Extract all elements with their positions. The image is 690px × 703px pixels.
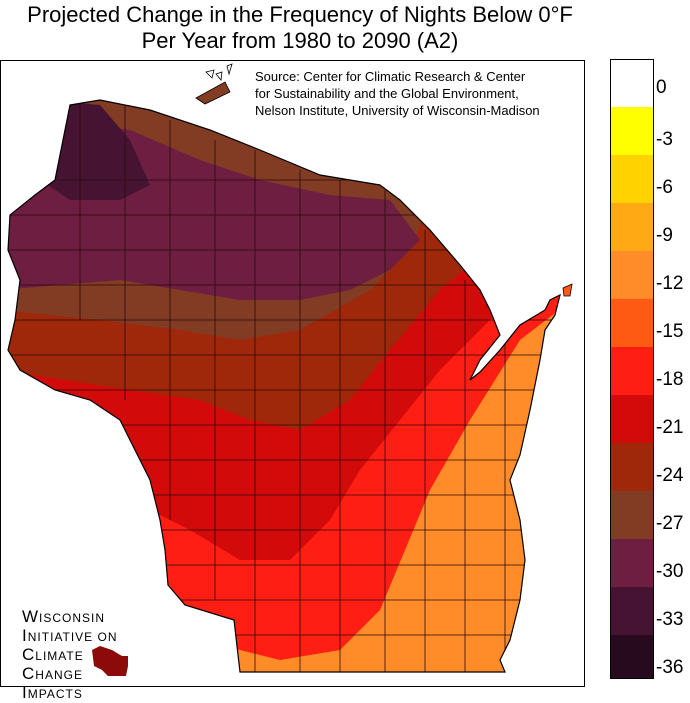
state-outline	[7, 99, 561, 673]
legend-label: -15	[656, 321, 684, 342]
map-frame	[0, 60, 585, 687]
legend-label: -9	[656, 225, 673, 246]
logo-line-4: Change	[22, 664, 83, 683]
legend-swatch	[611, 347, 653, 395]
source-note: Source: Center for Climatic Research & C…	[255, 68, 585, 119]
color-legend	[610, 59, 654, 679]
source-line-1: Source: Center for Climatic Research & C…	[255, 69, 526, 84]
legend-swatch	[611, 539, 653, 587]
legend-label: 0	[656, 77, 667, 98]
legend-swatch	[611, 587, 653, 635]
legend-label: -6	[656, 177, 673, 198]
legend-label: -27	[656, 513, 684, 534]
legend-label: -12	[656, 273, 684, 294]
legend-swatch	[611, 251, 653, 299]
legend-swatch	[611, 395, 653, 443]
logo-line-2: Initiative on	[22, 626, 118, 645]
legend-swatch	[611, 203, 653, 251]
wicci-logo: Wisconsin Initiative on Climate Change I…	[22, 608, 162, 703]
source-line-3: Nelson Institute, University of Wisconsi…	[255, 103, 540, 118]
legend-swatch	[611, 107, 653, 155]
title-line-2: Per Year from 1980 to 2090 (A2)	[141, 28, 459, 53]
logo-state-icon	[92, 646, 128, 676]
band-minus-33	[40, 100, 150, 200]
legend-label: -3	[656, 129, 673, 150]
legend-swatch	[611, 443, 653, 491]
logo-line-1: Wisconsin	[22, 607, 106, 626]
legend-label: -18	[656, 369, 684, 390]
legend-label: -30	[656, 561, 684, 582]
wisconsin-map	[7, 63, 573, 676]
legend-swatch	[611, 491, 653, 539]
legend-label: -36	[656, 657, 684, 678]
legend-swatch	[611, 299, 653, 347]
washington-island	[562, 283, 573, 297]
legend-swatch	[611, 60, 653, 107]
legend-label: -21	[656, 417, 684, 438]
legend-label: -24	[656, 465, 684, 486]
map-title: Projected Change in the Frequency of Nig…	[0, 2, 600, 54]
legend-label: -33	[656, 609, 684, 630]
title-line-1: Projected Change in the Frequency of Nig…	[27, 2, 573, 27]
apostle-islands	[195, 63, 233, 105]
legend-swatch	[611, 635, 653, 678]
logo-line-3: Climate	[22, 645, 84, 664]
legend-swatch	[611, 155, 653, 203]
source-line-2: for Sustainability and the Global Enviro…	[255, 86, 519, 101]
